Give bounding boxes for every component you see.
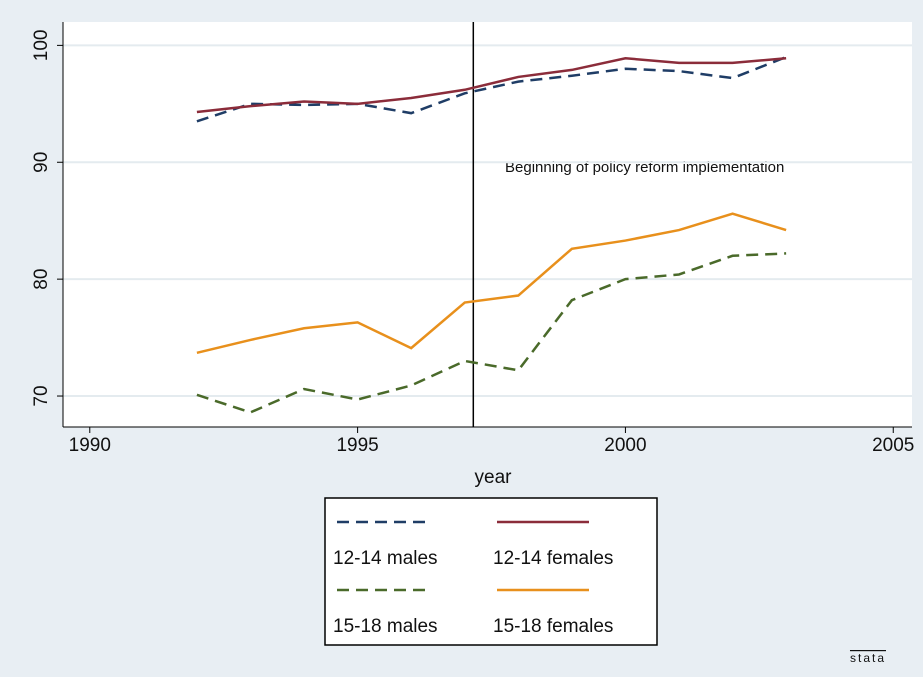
x-axis-title: year [475, 467, 513, 488]
series-line [196, 252, 787, 414]
plot-area [63, 22, 912, 427]
series-line [196, 56, 787, 114]
y-tick-label: 100 [31, 30, 52, 62]
y-tick-label: 70 [31, 385, 52, 406]
legend-label: 12-14 females [493, 548, 613, 569]
y-tick-label: 80 [31, 269, 52, 290]
watermark: stata [850, 651, 886, 665]
x-tick-label: 1990 [69, 435, 111, 456]
series-line [196, 55, 787, 123]
legend-label: 12-14 males [333, 548, 438, 569]
legend-label: 15-18 males [333, 616, 438, 637]
x-tick-label: 2005 [872, 435, 914, 456]
y-tick-label: 90 [31, 152, 52, 173]
x-tick-label: 1995 [336, 435, 378, 456]
series-line [196, 212, 787, 354]
x-tick-label: 2000 [604, 435, 646, 456]
legend-label: 15-18 females [493, 616, 613, 637]
